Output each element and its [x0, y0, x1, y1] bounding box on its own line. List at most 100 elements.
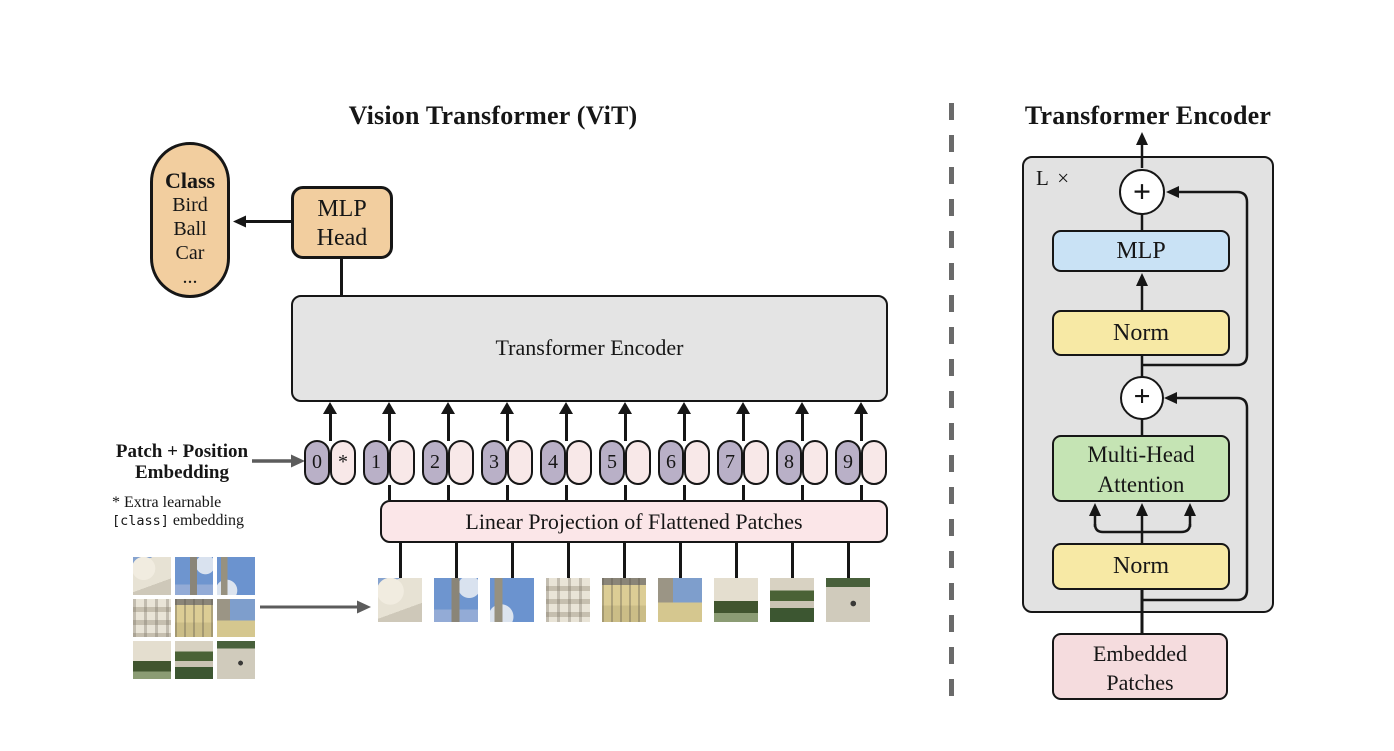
grid-patch-building-hedge — [133, 641, 171, 679]
patch-slot-7 — [714, 543, 758, 622]
patch-wire — [622, 543, 626, 578]
note-suffix: embedding — [168, 512, 244, 529]
patch-slot-9 — [826, 543, 870, 622]
patch-slot-5 — [602, 543, 646, 622]
patch-pill — [861, 440, 887, 485]
image-patch-facade-gray — [546, 578, 590, 622]
embedded-line1: Embedded — [1092, 641, 1188, 666]
mlp-head-line2: Head — [316, 225, 368, 251]
token-input-wire — [446, 485, 450, 500]
class-item: ... — [182, 266, 198, 288]
class-output-pill: Class Bird Ball Car ... — [150, 142, 230, 298]
patch-pill — [389, 440, 415, 485]
left-panel-title: Vision Transformer (ViT) — [348, 101, 638, 130]
note-line1: * Extra learnable — [112, 494, 222, 511]
token-arrow-icon — [795, 402, 809, 414]
embedded-line2: Patches — [1106, 670, 1174, 695]
position-pill: 0 — [304, 440, 330, 485]
token-input-wire — [800, 485, 804, 500]
grid-patch-dome — [133, 557, 171, 595]
token-input-wire — [564, 485, 568, 500]
token-arrow-shaft — [387, 412, 391, 441]
token-arrow-shaft — [859, 412, 863, 441]
image-patch-sky-spire — [490, 578, 534, 622]
mha-line1: Multi-Head — [1087, 442, 1195, 467]
image-patch-garden — [770, 578, 814, 622]
patch-pill — [743, 440, 769, 485]
linear-projection-box: Linear Projection of Flattened Patches — [380, 500, 888, 543]
patch-wire — [398, 543, 402, 578]
grid-patch-sky-tower — [175, 557, 213, 595]
token-arrow-icon — [854, 402, 868, 414]
patch-wire — [790, 543, 794, 578]
token-arrow-icon — [559, 402, 573, 414]
token-arrow-icon — [677, 402, 691, 414]
token-input-wire — [741, 485, 745, 500]
patch-slot-4 — [546, 543, 590, 622]
note-code: [class] — [112, 513, 169, 529]
patch-slot-1 — [378, 543, 422, 622]
token-0: 0 * — [304, 402, 356, 500]
multi-head-attention-block: Multi-Head Attention — [1052, 435, 1230, 502]
patch-pill — [684, 440, 710, 485]
token-arrow-shaft — [682, 412, 686, 441]
position-pill: 2 — [422, 440, 448, 485]
token-8: 8 — [776, 402, 828, 500]
patch-pill — [566, 440, 592, 485]
token-arrow-shaft — [564, 412, 568, 441]
right-panel-title: Transformer Encoder — [1024, 101, 1272, 130]
grid-patch-facade-yellow — [175, 599, 213, 637]
position-pill: 4 — [540, 440, 566, 485]
patch-pill — [625, 440, 651, 485]
token-arrow-shaft — [328, 412, 332, 441]
grid-patch-garden — [175, 641, 213, 679]
grid-patch-tower-sky — [217, 599, 255, 637]
patch-position-label: Patch + Position Embedding — [98, 441, 266, 483]
token-arrow-icon — [500, 402, 514, 414]
patch-pill — [448, 440, 474, 485]
image-patch-facade-yellow — [602, 578, 646, 622]
layers-label: L × — [1036, 166, 1072, 190]
token-input-wire — [623, 485, 627, 500]
embedded-patches-block: Embedded Patches — [1052, 633, 1228, 700]
position-pill: 7 — [717, 440, 743, 485]
image-patch-sky-tower — [434, 578, 478, 622]
mlp-block: MLP — [1052, 230, 1230, 272]
grid-patch-pavement — [217, 641, 255, 679]
mlp-head-box: MLP Head — [291, 186, 393, 259]
image-patch-tower-sky — [658, 578, 702, 622]
token-input-wire — [387, 485, 391, 500]
class-item: Bird — [172, 194, 208, 216]
patch-position-line2: Embedding — [135, 462, 229, 483]
position-pill: 9 — [835, 440, 861, 485]
image-patch-dome — [378, 578, 422, 622]
patch-wire — [734, 543, 738, 578]
position-pill: 5 — [599, 440, 625, 485]
grid-patch-sky-spire — [217, 557, 255, 595]
image-patch-grid — [133, 557, 255, 679]
norm-block-top: Norm — [1052, 310, 1230, 356]
token-arrow-icon — [618, 402, 632, 414]
token-arrow-icon — [441, 402, 455, 414]
class-item: Ball — [173, 218, 207, 240]
token-arrow-shaft — [623, 412, 627, 441]
residual-add-bottom: + — [1120, 376, 1164, 420]
token-arrow-icon — [736, 402, 750, 414]
class-item: Car — [175, 242, 205, 264]
position-pill: 6 — [658, 440, 684, 485]
token-arrow-shaft — [800, 412, 804, 441]
image-patch-pavement — [826, 578, 870, 622]
position-pill: 1 — [363, 440, 389, 485]
note-line2: [class] embedding — [112, 512, 292, 530]
patch-slot-6 — [658, 543, 702, 622]
token-2: 2 — [422, 402, 474, 500]
residual-add-top: + — [1119, 169, 1165, 215]
token-3: 3 — [481, 402, 533, 500]
class-embedding-note: * Extra learnable [class] embedding — [112, 494, 292, 530]
patch-pill — [802, 440, 828, 485]
token-arrow-icon — [382, 402, 396, 414]
flattened-patch-row — [378, 543, 898, 622]
panel-divider — [949, 103, 954, 705]
token-input-wire — [505, 485, 509, 500]
